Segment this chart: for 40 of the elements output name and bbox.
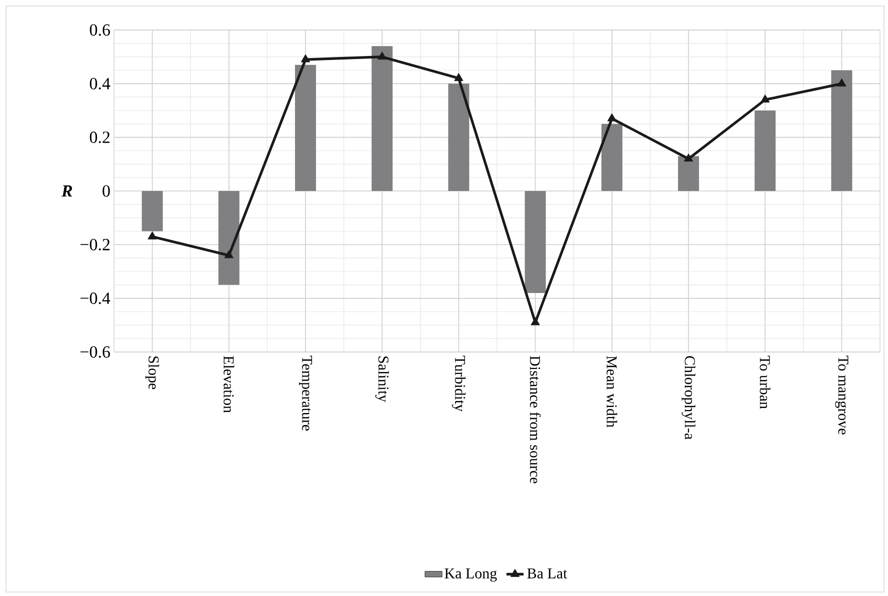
x-tick-label: Chlorophyll-a <box>682 356 696 440</box>
x-tick-label: Salinity <box>375 356 389 402</box>
x-tick-label: Elevation <box>224 356 234 413</box>
y-tick-label: −0.2 <box>80 238 110 250</box>
legend-label: Ka Long <box>444 568 497 582</box>
point <box>224 250 234 258</box>
x-tick-label: To mangrove <box>835 356 848 434</box>
y-axis-title: R <box>61 185 72 197</box>
x-tick-label: Temperature <box>298 356 312 431</box>
bar <box>448 84 470 191</box>
point <box>300 54 310 62</box>
y-tick-label: −0.6 <box>80 346 110 358</box>
y-tick-label: 0.6 <box>90 24 110 36</box>
x-tick-label: Mean width <box>606 356 618 428</box>
y-tick-label: 0.2 <box>90 132 110 144</box>
bar <box>142 190 163 232</box>
point <box>378 52 387 60</box>
y-tick-label: 0 <box>102 185 110 197</box>
x-tick-label: To urban <box>760 356 770 409</box>
point <box>760 94 770 103</box>
point <box>530 317 540 326</box>
y-tick-label: 0.4 <box>90 78 110 90</box>
x-tick-label: Slope <box>146 356 160 390</box>
point <box>684 154 694 162</box>
bar <box>601 124 622 191</box>
y-tick-label: −0.4 <box>80 292 110 304</box>
x-tick-label: Turbidity <box>452 356 466 412</box>
point <box>607 113 616 122</box>
bar <box>372 46 393 191</box>
point <box>148 231 157 240</box>
point <box>837 78 846 86</box>
bar <box>754 110 776 191</box>
point <box>454 73 464 82</box>
bar <box>831 70 852 191</box>
bar <box>295 64 316 191</box>
bar <box>218 190 240 285</box>
legend-label: Ba Lat <box>527 568 568 578</box>
x-tick-label: Distance from source <box>530 356 541 484</box>
bar <box>678 156 700 191</box>
bar <box>524 190 546 293</box>
